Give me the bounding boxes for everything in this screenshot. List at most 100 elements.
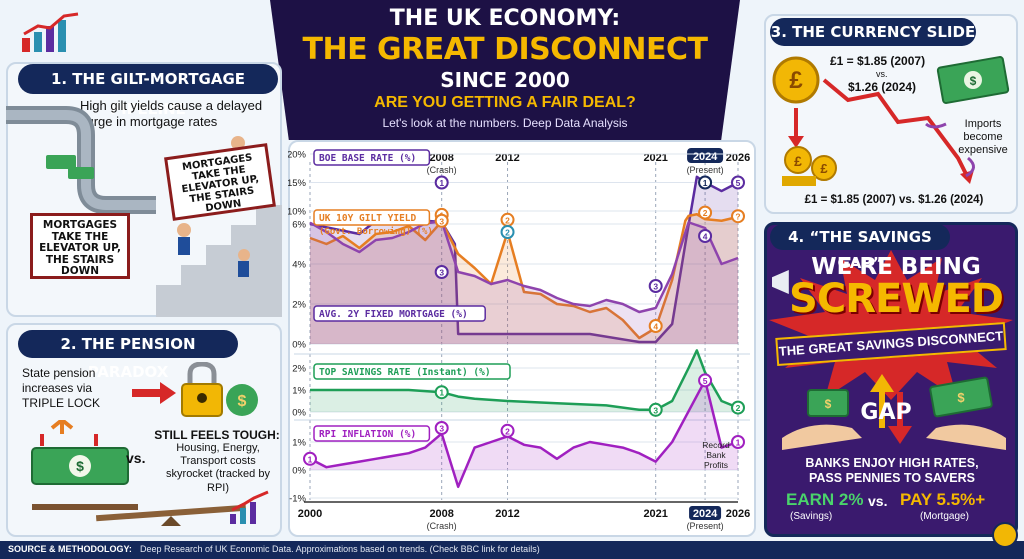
svg-text:$: $ xyxy=(76,458,84,474)
svg-text:$: $ xyxy=(957,390,965,405)
chart-marker-label: 3 xyxy=(439,216,444,226)
top-year-label: 2012 xyxy=(495,152,519,164)
svg-text:$: $ xyxy=(238,393,247,410)
chart-marker xyxy=(648,402,663,417)
chart-marker xyxy=(698,205,713,220)
series-label: RPI INFLATION (%) xyxy=(319,429,416,440)
svg-text:£: £ xyxy=(794,153,802,169)
series-area xyxy=(310,350,738,412)
y-tick-label: 10% xyxy=(288,207,307,218)
chart-marker-label: ? xyxy=(735,212,740,222)
top-year-label: 2008 xyxy=(429,152,453,164)
savings-vs: vs. xyxy=(868,493,888,509)
y-tick-label: 15% xyxy=(288,178,307,189)
pension-vs: vs. xyxy=(126,450,146,466)
y-tick-label: 2% xyxy=(292,300,306,311)
y-tick-label: 1% xyxy=(292,438,306,449)
svg-text:$: $ xyxy=(825,397,832,411)
chart-marker xyxy=(500,423,515,438)
savings-headline-2: SCREWED xyxy=(789,276,1004,322)
chart-marker-label: 1 xyxy=(736,438,741,448)
chart-marker-label: 4 xyxy=(653,322,658,332)
top-year-sublabel: (Crash) xyxy=(427,165,457,175)
series-area xyxy=(310,176,738,344)
header-line1: THE UK ECONOMY: xyxy=(389,6,621,31)
header-line3: SINCE 2000 xyxy=(440,68,570,92)
x-tick-sublabel: (Crash) xyxy=(427,521,457,531)
y-tick-label: 4% xyxy=(292,260,306,271)
annotation-text: Bank xyxy=(706,450,726,460)
chart-marker xyxy=(648,279,663,293)
chart-marker-label: 1 xyxy=(439,388,444,398)
panel1-tab: 1. THE GILT-MORTGAGE PIPELINE xyxy=(18,64,278,118)
chart-marker-label: 1 xyxy=(308,454,313,464)
chart-marker-label: 1 xyxy=(703,178,708,188)
series-line xyxy=(309,213,739,340)
top-year-label: 2021 xyxy=(643,152,667,164)
chart-marker-label: 2 xyxy=(703,208,708,218)
rate-vs: vs. xyxy=(876,69,888,79)
y-tick-label: 6% xyxy=(292,220,306,231)
header-banner xyxy=(270,0,740,140)
y-tick-label: 20% xyxy=(288,150,307,161)
chart-marker-label: 1 xyxy=(439,178,444,188)
series-line xyxy=(309,220,739,314)
chart-marker xyxy=(698,175,713,190)
sign-left: MORTGAGES TAKE THE ELEVATOR UP, THE STAI… xyxy=(30,213,130,279)
chart-marker-label: 5 xyxy=(703,376,708,386)
header-subtitle: Let's look at the numbers. Deep Data Ana… xyxy=(382,116,628,130)
footer-label: SOURCE & METHODOLOGY: xyxy=(8,544,132,554)
series-line xyxy=(310,349,739,412)
rate-2007: £1 = $1.85 (2007) xyxy=(830,54,926,68)
chart-marker xyxy=(698,229,713,243)
top-year-label: 2026 xyxy=(726,152,750,164)
series-line xyxy=(309,379,739,489)
page-title: THE GREAT DISCONNECT xyxy=(302,32,708,67)
chart-marker-label: 2 xyxy=(505,228,510,238)
chart-marker xyxy=(648,319,663,333)
svg-text:£: £ xyxy=(820,161,828,176)
svg-text:£: £ xyxy=(789,67,803,94)
pay-rate: PAY 5.5%+ xyxy=(900,490,986,509)
panel1-caption: High gilt yields cause a delayed surge i… xyxy=(80,98,263,130)
year-badge-2024 xyxy=(687,148,724,163)
annotation-text: Record xyxy=(702,440,730,450)
x-tick-label: 2008 xyxy=(429,508,453,520)
savings-body-1: BANKS ENJOY HIGH RATES, xyxy=(805,456,979,470)
series-label-box xyxy=(313,305,486,322)
series-label-box xyxy=(313,149,431,166)
pension-text-right-title: STILL FEELS TOUGH: xyxy=(154,428,280,442)
chart-marker xyxy=(731,175,745,190)
series-label: AVG. 2Y FIXED MORTGAGE (%) xyxy=(319,309,468,320)
chart-marker xyxy=(434,175,449,190)
x-tick-label: 2012 xyxy=(495,508,519,520)
chart-marker-label: 3 xyxy=(439,268,444,278)
chart-marker xyxy=(303,451,317,466)
chart-marker xyxy=(698,373,713,388)
pension-text-left: State pension increases via TRIPLE LOCK xyxy=(22,366,101,410)
x-tick-sublabel: (Present) xyxy=(687,521,724,531)
y-tick-label: 2% xyxy=(292,364,306,375)
top-year-sublabel: (Present) xyxy=(687,165,724,175)
chart-marker xyxy=(434,265,449,279)
cash-scale-icon: $ xyxy=(31,420,138,510)
arrow-right-icon xyxy=(132,382,176,404)
currency-illustration: £ £ £ $ xyxy=(772,56,1010,186)
panel3-tab: 3. THE CURRENCY SLIDE xyxy=(770,18,976,46)
series-label-box xyxy=(313,425,431,442)
y-tick-label: 0% xyxy=(292,408,306,419)
series-label-box xyxy=(313,209,431,226)
growth-chart-icon xyxy=(22,12,79,52)
y-tick-label: -1% xyxy=(289,494,306,505)
chart-marker-label: 4 xyxy=(703,232,708,242)
panel-pension-paradox xyxy=(6,323,282,537)
currency-footer: £1 = $1.85 (2007) vs. $1.26 (2024) xyxy=(804,194,984,206)
earn-rate: EARN 2% xyxy=(786,490,864,509)
series-label: BOE BASE RATE (%) xyxy=(319,153,416,164)
lock-money-icon: $ xyxy=(181,362,258,417)
pension-text-right-body: Housing, Energy, Transport costs skyrock… xyxy=(166,442,270,494)
chart-marker-label: 3 xyxy=(439,424,444,434)
chart-marker-label: 5 xyxy=(736,178,741,188)
chart-marker xyxy=(731,435,745,449)
chart-marker-label: 2 xyxy=(505,215,510,225)
